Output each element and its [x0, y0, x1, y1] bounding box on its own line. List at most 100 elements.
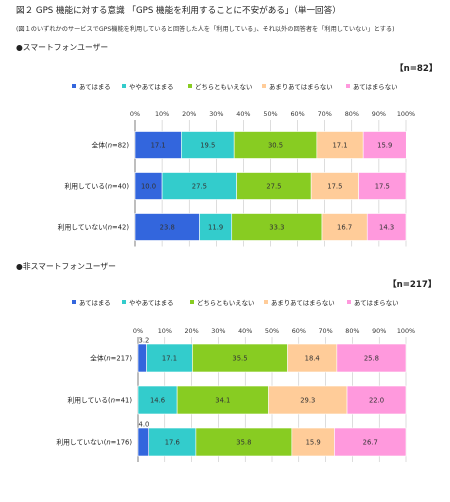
- bar-segment: [137, 427, 150, 457]
- bar-value-label: 27.5: [266, 183, 281, 191]
- x-tick-label: 60%: [292, 327, 306, 335]
- bar-segment: [268, 385, 348, 415]
- x-tick-label: 90%: [372, 110, 386, 118]
- bar-value-label: 17.1: [151, 142, 166, 150]
- n-label-smartphone: 【n=82】: [395, 64, 438, 74]
- bar-value-label: 16.7: [337, 224, 352, 232]
- bar-value-label: 27.5: [192, 183, 207, 191]
- x-tick-label: 0%: [130, 110, 140, 118]
- bar-segment: [346, 385, 407, 415]
- x-tick-label: 70%: [318, 110, 332, 118]
- n-label-non-smartphone: 【n=217】: [388, 280, 437, 290]
- bar-segment: [134, 213, 200, 241]
- figure-title: 図２ GPS 機能に対する意識 「GPS 機能を利用することに不安がある」（単一…: [16, 6, 341, 16]
- x-tick-label: 100%: [397, 327, 415, 335]
- bar-value-label: 33.3: [269, 224, 284, 232]
- legend-swatch: [122, 300, 126, 304]
- x-tick-label: 90%: [372, 327, 386, 335]
- x-tick-label: 40%: [238, 327, 252, 335]
- legend-swatch: [122, 84, 126, 88]
- legend-label: あてはまる: [79, 299, 111, 307]
- legend-label: ややあてはまる: [129, 299, 173, 307]
- bar-value-label: 17.5: [327, 183, 342, 191]
- bar-value-label: 17.5: [375, 183, 390, 191]
- x-tick-label: 80%: [345, 327, 359, 335]
- bar-segment: [321, 213, 368, 241]
- x-tick-label: 10%: [155, 110, 169, 118]
- bar-segment: [334, 427, 407, 457]
- x-tick-label: 100%: [397, 110, 415, 118]
- x-tick-label: 70%: [318, 327, 332, 335]
- bar-segment: [134, 172, 163, 200]
- bar-segment: [362, 131, 407, 159]
- legend-swatch: [72, 300, 76, 304]
- bar-segment: [161, 172, 237, 200]
- x-tick-label: 30%: [209, 110, 223, 118]
- category-label: 利用していない(n=42): [58, 223, 130, 232]
- bar-value-label: 25.8: [364, 355, 379, 363]
- bar-value-label: 17.1: [162, 355, 177, 363]
- bar-value-label: 22.0: [369, 397, 384, 405]
- x-tick-label: 30%: [211, 327, 225, 335]
- x-tick-label: 40%: [236, 110, 250, 118]
- legend-label: あてはまる: [79, 83, 111, 91]
- legend-swatch: [264, 300, 268, 304]
- bar-value-label: 14.6: [150, 397, 165, 405]
- x-tick-label: 50%: [265, 327, 279, 335]
- x-tick-label: 50%: [263, 110, 277, 118]
- bar-value-label: 35.5: [232, 355, 247, 363]
- bar-segment: [336, 343, 407, 373]
- bar-segment: [137, 343, 147, 373]
- legend-swatch: [262, 84, 266, 88]
- bar-value-label: 17.6: [165, 439, 180, 447]
- bar-value-label: 3.2: [139, 337, 150, 345]
- x-tick-label: 60%: [290, 110, 304, 118]
- category-label: 全体(n=217): [90, 354, 132, 363]
- bar-segment: [366, 213, 407, 241]
- bar-value-label: 29.3: [300, 397, 315, 405]
- bar-segment: [192, 343, 288, 373]
- bar-value-label: 15.9: [377, 142, 392, 150]
- figure-note: (図１のいずれかのサービスでGPS機能を利用していると回答した人を「利用している…: [16, 26, 395, 33]
- category-label: 全体(n=82): [91, 141, 129, 150]
- section-label-non-smartphone: ●非スマートフォンユーザー: [16, 262, 116, 271]
- legend-label: あてはまらない: [353, 83, 397, 91]
- x-tick-label: 0%: [133, 327, 143, 335]
- bar-value-label: 14.3: [379, 224, 394, 232]
- legend-swatch: [190, 300, 194, 304]
- category-label: 利用していない(n=176): [56, 438, 132, 447]
- section-label-smartphone: ●スマートフォンユーザー: [16, 43, 109, 52]
- bar-segment: [231, 213, 323, 241]
- bar-value-label: 11.9: [208, 224, 223, 232]
- legend-swatch: [188, 84, 192, 88]
- legend-swatch: [347, 300, 351, 304]
- bar-segment: [236, 172, 312, 200]
- legend-label: あまりあてはまらない: [269, 83, 333, 91]
- x-tick-label: 20%: [184, 327, 198, 335]
- category-label: 利用している(n=41): [67, 396, 132, 405]
- bar-segment: [195, 427, 293, 457]
- bar-value-label: 4.0: [139, 421, 150, 429]
- category-label: 利用している(n=40): [64, 182, 129, 191]
- bar-value-label: 26.7: [363, 439, 378, 447]
- bar-segment: [358, 172, 407, 200]
- bar-value-label: 17.1: [332, 142, 347, 150]
- bar-value-label: 30.5: [268, 142, 283, 150]
- legend-label: どちらともいえない: [197, 299, 254, 307]
- bar-segment: [146, 343, 193, 373]
- bar-segment: [233, 131, 318, 159]
- legend-label: あまりあてはまらない: [271, 299, 335, 307]
- legend-label: どちらともいえない: [195, 83, 252, 91]
- x-tick-label: 20%: [182, 110, 196, 118]
- bar-segment: [176, 385, 269, 415]
- legend-label: ややあてはまる: [129, 83, 173, 91]
- bar-value-label: 18.4: [305, 355, 320, 363]
- bar-value-label: 19.5: [200, 142, 215, 150]
- bar-segment: [199, 213, 233, 241]
- bar-value-label: 34.1: [215, 397, 230, 405]
- legend-swatch: [72, 84, 76, 88]
- bar-value-label: 23.8: [160, 224, 175, 232]
- legend-swatch: [346, 84, 350, 88]
- bar-value-label: 10.0: [141, 183, 156, 191]
